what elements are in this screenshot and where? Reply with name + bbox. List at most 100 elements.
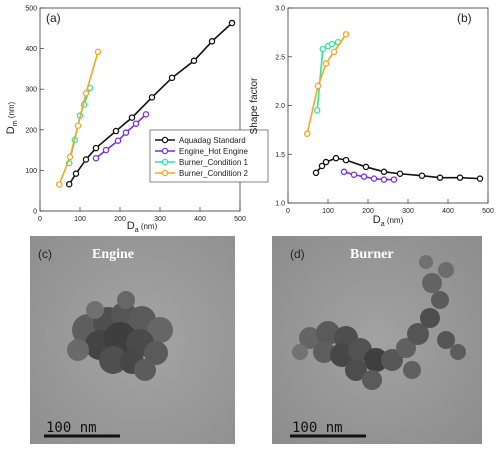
plot-a-xlabel-unit: (nm) (139, 222, 158, 231)
data-point-engine-hot-engine (122, 129, 130, 136)
plot-b-shape-factor: 0 100 200 300 400 500 1.0 1.5 2.0 2.5 3.0 (b) Shap… (249, 6, 494, 229)
x-tick-label: 300 (402, 208, 414, 215)
plot-a-dm-vs-da: 0 100 200 300 400 500 0 100 200 300 400 500 (a) Dm … (5, 6, 269, 234)
y-tick-label: 3.0 (275, 6, 285, 13)
data-point-aquadag-standard (92, 144, 100, 152)
data-point-aquadag-standard (72, 170, 80, 177)
data-point-burner-condition-1 (319, 45, 327, 53)
data-point-aquadag-standard (65, 180, 73, 188)
data-point-burner-condition-1 (313, 107, 321, 114)
data-point-aquadag-standard (322, 158, 330, 166)
data-point-engine-hot-engine (370, 175, 378, 182)
x-tick-label: 500 (234, 216, 246, 223)
data-point-burner-condition-2 (82, 90, 90, 97)
data-point-burner-condition-2 (303, 130, 311, 138)
y-tick-label: 200 (25, 127, 37, 134)
legend-label: Aquadag Standard (179, 136, 246, 145)
data-point-burner-condition-2 (66, 153, 74, 161)
micrograph-engine: (c) Engine 100 nm (30, 236, 235, 444)
data-point-engine-hot-engine (380, 176, 388, 183)
data-point-engine-hot-engine (390, 176, 398, 183)
data-point-aquadag-standard (380, 168, 388, 176)
x-tick-label: 200 (362, 208, 374, 215)
x-tick-label: 500 (482, 208, 494, 215)
data-point-engine-hot-engine (360, 173, 368, 180)
legend-entry-aquadag: Aquadag Standard (155, 136, 246, 145)
x-tick-label: 400 (442, 208, 454, 215)
x-tick-label: 100 (322, 208, 334, 215)
scale-bar-burner-label: 100 nm (292, 420, 343, 436)
plot-a-xlabel: Da (nm) (127, 220, 158, 234)
data-point-aquadag-standard (436, 174, 444, 181)
data-point-aquadag-standard (332, 154, 340, 162)
micrograph-burner-title: Burner (350, 247, 394, 262)
data-point-engine-hot-engine (350, 171, 358, 178)
plot-a-ylabel: Dm (nm) (5, 101, 19, 134)
data-point-aquadag-standard (208, 38, 216, 45)
data-point-aquadag-standard (168, 74, 176, 82)
legend-label: Engine_Hot Engine (179, 147, 248, 156)
data-point-burner-condition-2 (330, 48, 338, 56)
data-point-burner-condition-2 (74, 122, 82, 129)
x-tick-label: 200 (114, 216, 126, 223)
data-point-aquadag-standard (362, 163, 370, 171)
data-point-aquadag-standard (228, 19, 236, 27)
plot-b-ylabel: Shape factor (249, 77, 260, 134)
soot-aggregate-engine (67, 291, 173, 381)
plot-b-xlabel-unit: (nm) (385, 216, 404, 225)
plot-a-xlabel-sub: a (135, 227, 139, 234)
plot-b-panel-label: (b) (457, 11, 472, 25)
y-tick-label: 0 (33, 209, 37, 216)
data-point-engine-hot-engine (92, 154, 100, 162)
y-tick-label: 2.0 (275, 103, 285, 110)
data-point-aquadag-standard (456, 174, 464, 181)
data-point-burner-condition-2 (55, 181, 63, 188)
data-point-aquadag-standard (318, 162, 326, 170)
micrograph-burner-panel-label: (d) (290, 247, 305, 261)
plot-a-ylabel-sub: m (12, 120, 19, 126)
scale-bar-engine-label: 100 nm (46, 420, 97, 436)
plot-b-ticks: 0 100 200 300 400 500 1.0 1.5 2.0 2.5 3.0 (275, 6, 494, 216)
data-point-aquadag-standard (82, 156, 90, 163)
data-point-aquadag-standard (312, 169, 320, 177)
legend-label: Burner_Condition 2 (179, 169, 248, 178)
micrograph-burner: (d) Burner 100 nm (272, 236, 482, 444)
data-point-engine-hot-engine (114, 137, 122, 145)
data-point-burner-condition-2 (322, 60, 330, 67)
y-tick-label: 400 (25, 46, 37, 53)
data-point-engine-hot-engine (340, 168, 348, 176)
data-point-burner-condition-2 (314, 82, 322, 90)
data-point-aquadag-standard (342, 156, 350, 164)
micrograph-engine-panel-label: (c) (38, 247, 52, 261)
data-point-engine-hot-engine (132, 120, 140, 127)
data-point-aquadag-standard (128, 114, 136, 121)
x-tick-label: 0 (38, 216, 42, 223)
plot-a-ylabel-unit: (nm) (7, 101, 16, 120)
plot-b-series (303, 31, 484, 183)
x-tick-label: 300 (154, 216, 166, 223)
data-point-aquadag-standard (112, 127, 120, 135)
data-point-burner-condition-2 (342, 31, 350, 38)
legend-entry-burner-1: Burner_Condition 1 (155, 158, 248, 167)
micrograph-engine-title: Engine (92, 247, 134, 262)
plot-a-panel-label: (a) (46, 11, 61, 25)
plot-b-xlabel-sub: a (381, 221, 385, 228)
data-point-aquadag-standard (396, 170, 404, 177)
y-tick-label: 500 (25, 6, 37, 13)
x-tick-label: 0 (286, 208, 290, 215)
data-point-burner-condition-2 (94, 48, 102, 56)
plot-a-series (55, 19, 236, 188)
legend: Aquadag Standard Engine_Hot Engine Burne… (149, 129, 269, 183)
data-point-aquadag-standard (190, 57, 198, 65)
soot-aggregate-burner (292, 255, 466, 390)
x-tick-label: 400 (194, 216, 206, 223)
legend-entry-burner-2: Burner_Condition 2 (155, 169, 248, 178)
plot-a-frame (39, 7, 241, 212)
series-line-burner-condition-2 (306, 33, 347, 134)
data-point-engine-hot-engine (142, 111, 150, 118)
y-tick-label: 1.5 (275, 152, 285, 159)
data-point-burner-condition-1 (328, 40, 336, 48)
x-tick-label: 100 (74, 216, 86, 223)
legend-entry-engine: Engine_Hot Engine (155, 147, 248, 156)
